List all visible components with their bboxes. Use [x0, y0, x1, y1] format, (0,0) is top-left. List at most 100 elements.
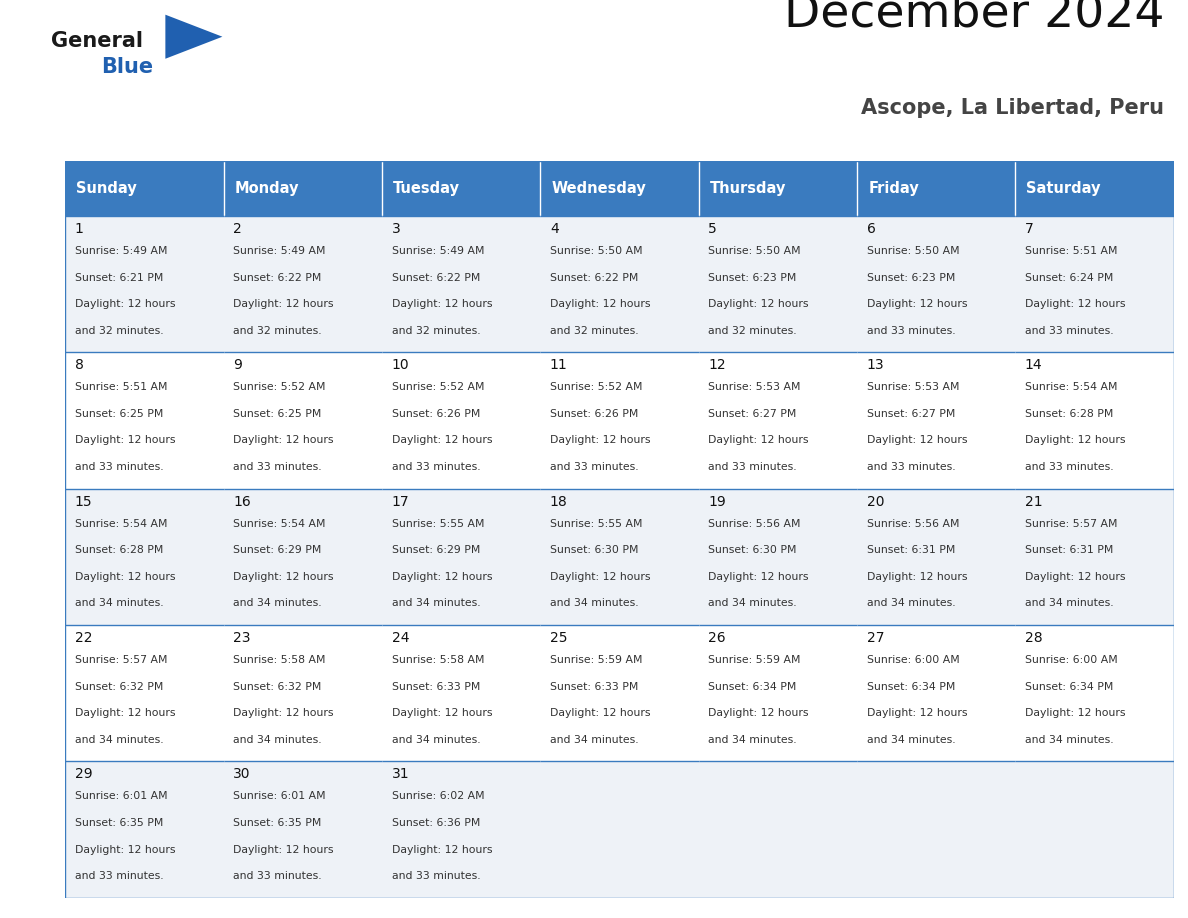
Text: Sunrise: 6:00 AM: Sunrise: 6:00 AM [1025, 655, 1118, 665]
Text: Daylight: 12 hours: Daylight: 12 hours [392, 572, 492, 582]
Text: and 34 minutes.: and 34 minutes. [708, 734, 797, 744]
Text: Sunset: 6:27 PM: Sunset: 6:27 PM [866, 409, 955, 419]
Text: Sunset: 6:22 PM: Sunset: 6:22 PM [392, 273, 480, 283]
Bar [383, 161, 541, 216]
Text: Sunrise: 5:56 AM: Sunrise: 5:56 AM [708, 519, 801, 529]
Text: Sunset: 6:27 PM: Sunset: 6:27 PM [708, 409, 797, 419]
Bar [699, 625, 857, 761]
Text: 13: 13 [866, 358, 884, 372]
Text: Sunset: 6:23 PM: Sunset: 6:23 PM [708, 273, 797, 283]
Bar [857, 761, 1016, 898]
Bar [383, 625, 541, 761]
Text: 15: 15 [75, 495, 93, 509]
Bar [223, 353, 383, 488]
Text: Sunset: 6:26 PM: Sunset: 6:26 PM [550, 409, 638, 419]
Text: 18: 18 [550, 495, 568, 509]
Text: 2: 2 [233, 222, 242, 236]
Text: Sunrise: 5:52 AM: Sunrise: 5:52 AM [233, 382, 326, 392]
Text: Daylight: 12 hours: Daylight: 12 hours [233, 572, 334, 582]
Bar [1016, 216, 1174, 353]
Bar [383, 353, 541, 488]
Bar [1016, 761, 1174, 898]
Text: Sunrise: 5:54 AM: Sunrise: 5:54 AM [233, 519, 326, 529]
Bar [699, 761, 857, 898]
Text: 9: 9 [233, 358, 242, 372]
Text: 31: 31 [392, 767, 409, 781]
Text: Sunrise: 5:55 AM: Sunrise: 5:55 AM [392, 519, 484, 529]
Text: Sunset: 6:22 PM: Sunset: 6:22 PM [233, 273, 322, 283]
Text: Sunrise: 5:52 AM: Sunrise: 5:52 AM [550, 382, 643, 392]
Text: 1: 1 [75, 222, 83, 236]
Text: 5: 5 [708, 222, 718, 236]
Bar [699, 353, 857, 488]
Text: 4: 4 [550, 222, 558, 236]
Text: and 33 minutes.: and 33 minutes. [708, 462, 797, 472]
Bar [1016, 488, 1174, 625]
Text: Sunset: 6:36 PM: Sunset: 6:36 PM [392, 818, 480, 828]
Text: Sunrise: 5:56 AM: Sunrise: 5:56 AM [866, 519, 959, 529]
Bar [383, 761, 541, 898]
Text: Sunrise: 5:52 AM: Sunrise: 5:52 AM [392, 382, 484, 392]
Text: Daylight: 12 hours: Daylight: 12 hours [233, 845, 334, 855]
Text: Sunrise: 5:53 AM: Sunrise: 5:53 AM [866, 382, 959, 392]
Text: and 34 minutes.: and 34 minutes. [866, 599, 955, 609]
Text: 28: 28 [1025, 631, 1043, 645]
Bar [65, 216, 223, 353]
Text: and 34 minutes.: and 34 minutes. [75, 599, 164, 609]
Text: Blue: Blue [101, 58, 153, 77]
Bar [1016, 353, 1174, 488]
Text: 6: 6 [866, 222, 876, 236]
Text: 10: 10 [392, 358, 409, 372]
Text: and 34 minutes.: and 34 minutes. [708, 599, 797, 609]
Text: Ascope, La Libertad, Peru: Ascope, La Libertad, Peru [861, 98, 1164, 118]
Text: Sunset: 6:26 PM: Sunset: 6:26 PM [392, 409, 480, 419]
Text: and 34 minutes.: and 34 minutes. [75, 734, 164, 744]
Text: Saturday: Saturday [1026, 181, 1101, 196]
Text: Sunrise: 5:53 AM: Sunrise: 5:53 AM [708, 382, 801, 392]
Text: Sunset: 6:31 PM: Sunset: 6:31 PM [866, 545, 955, 555]
Text: 8: 8 [75, 358, 83, 372]
Bar [383, 488, 541, 625]
Bar [857, 353, 1016, 488]
Text: Sunset: 6:25 PM: Sunset: 6:25 PM [233, 409, 322, 419]
Text: December 2024: December 2024 [784, 0, 1164, 37]
Text: Daylight: 12 hours: Daylight: 12 hours [550, 572, 650, 582]
Text: Sunrise: 5:57 AM: Sunrise: 5:57 AM [75, 655, 168, 665]
Text: 16: 16 [233, 495, 251, 509]
Bar [857, 625, 1016, 761]
Text: Sunset: 6:30 PM: Sunset: 6:30 PM [708, 545, 797, 555]
Bar [857, 216, 1016, 353]
Text: 17: 17 [392, 495, 409, 509]
Text: Daylight: 12 hours: Daylight: 12 hours [866, 572, 967, 582]
Text: Sunset: 6:33 PM: Sunset: 6:33 PM [392, 682, 480, 691]
Text: Sunset: 6:35 PM: Sunset: 6:35 PM [75, 818, 163, 828]
Text: Friday: Friday [868, 181, 918, 196]
Text: Sunrise: 5:50 AM: Sunrise: 5:50 AM [550, 246, 643, 256]
Text: 26: 26 [708, 631, 726, 645]
Bar [1016, 625, 1174, 761]
Text: and 33 minutes.: and 33 minutes. [1025, 326, 1113, 336]
Bar [699, 216, 857, 353]
Text: Sunrise: 5:59 AM: Sunrise: 5:59 AM [550, 655, 643, 665]
Text: Sunset: 6:32 PM: Sunset: 6:32 PM [75, 682, 163, 691]
Text: Daylight: 12 hours: Daylight: 12 hours [233, 435, 334, 445]
Text: Sunset: 6:32 PM: Sunset: 6:32 PM [233, 682, 322, 691]
Text: Daylight: 12 hours: Daylight: 12 hours [392, 845, 492, 855]
Text: Daylight: 12 hours: Daylight: 12 hours [1025, 299, 1125, 309]
Text: Daylight: 12 hours: Daylight: 12 hours [1025, 435, 1125, 445]
Text: Sunset: 6:30 PM: Sunset: 6:30 PM [550, 545, 638, 555]
Text: and 34 minutes.: and 34 minutes. [866, 734, 955, 744]
Bar [65, 761, 223, 898]
Text: Sunrise: 5:57 AM: Sunrise: 5:57 AM [1025, 519, 1118, 529]
Text: and 34 minutes.: and 34 minutes. [550, 599, 638, 609]
Text: Daylight: 12 hours: Daylight: 12 hours [866, 299, 967, 309]
Text: 11: 11 [550, 358, 568, 372]
Bar [541, 625, 699, 761]
Text: Sunrise: 6:00 AM: Sunrise: 6:00 AM [866, 655, 959, 665]
Text: and 34 minutes.: and 34 minutes. [550, 734, 638, 744]
Text: Sunrise: 5:50 AM: Sunrise: 5:50 AM [708, 246, 801, 256]
Text: Sunset: 6:34 PM: Sunset: 6:34 PM [708, 682, 797, 691]
Text: 12: 12 [708, 358, 726, 372]
Text: Thursday: Thursday [709, 181, 786, 196]
Bar [65, 625, 223, 761]
